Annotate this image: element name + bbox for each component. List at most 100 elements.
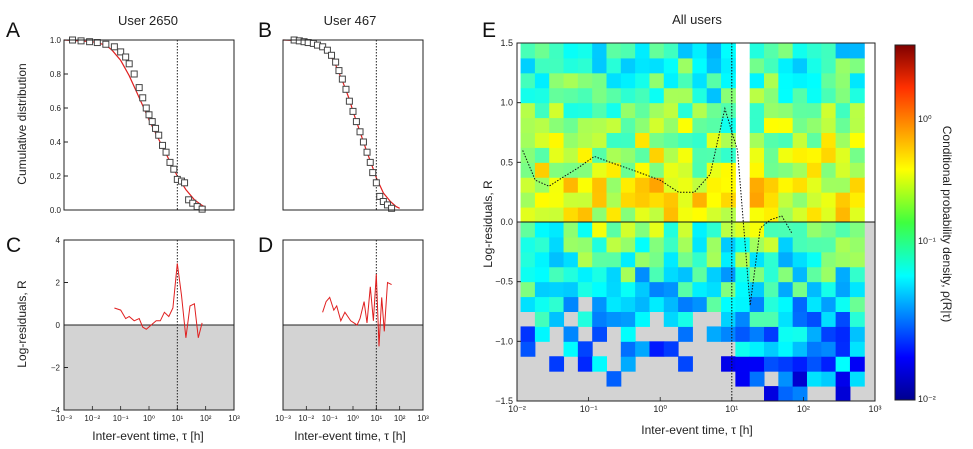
data-point-b [356,128,364,136]
y-tick-label-e: 1.5 [500,38,513,48]
heatmap-cell [663,72,679,89]
heatmap-cell [577,177,593,193]
y-tick-label-a: 0.2 [50,172,62,181]
heatmap-cell [606,251,622,268]
heatmap-cell [792,192,808,208]
heatmap-cell [678,207,693,223]
heatmap-cell [721,266,736,283]
heatmap-cell [563,117,579,133]
heatmap-cell [764,43,779,59]
heatmap-cell [649,281,665,298]
heatmap-cell [663,43,679,59]
heatmap-cell [534,147,550,163]
heatmap-cell [577,192,593,208]
data-point-b [376,192,384,200]
y-tick-label-c: 0 [56,321,61,330]
heatmap-cell [849,371,865,387]
heatmap-cell [649,296,665,312]
heatmap-cell [835,222,851,238]
heatmap-cell [806,192,822,208]
heatmap-cell [806,311,822,327]
heatmap-cell [534,296,550,312]
heatmap-cell [649,177,665,193]
x-tick-label-d: 10⁻³ [275,414,291,423]
heatmap-cell [778,296,794,312]
heatmap-cell [806,266,822,283]
heatmap-cell [792,296,808,312]
heatmap-cell [620,162,636,178]
heatmap-cell [678,72,693,89]
heatmap-cell [692,72,708,89]
heatmap-cell [835,132,851,148]
heatmap-cell [692,102,708,119]
heatmap-cell [749,147,765,163]
heatmap-cell [721,192,736,208]
heatmap-cell [678,162,693,178]
heatmap-cell [635,311,650,327]
heatmap-cell [792,281,808,298]
heatmap-cell [678,281,693,298]
heatmap-cell [806,87,822,104]
heatmap-cell [606,371,622,387]
heatmap-cell [563,222,579,238]
heatmap-cell [663,132,679,148]
heatmap-cell [778,177,794,193]
heatmap-cell [534,236,550,253]
data-point-b [323,46,331,54]
heatmap-cell [849,236,865,253]
heatmap-cell [821,371,837,387]
data-point-a [142,104,150,112]
heatmap-cell [520,192,536,208]
heatmap-cell [534,117,550,133]
residual-line-d [322,273,392,347]
heatmap-cell [678,236,693,253]
heatmap-cell [821,72,837,89]
heatmap-cell [678,57,693,74]
title-e: All users [672,12,722,27]
heatmap-cell [735,311,751,327]
heatmap-cell [849,266,865,283]
title-b: User 467 [324,13,377,28]
heatmap-cell [549,87,565,104]
heatmap-cell [606,72,622,89]
data-point-b [366,158,374,166]
y-tick-label-c: 4 [56,236,61,245]
y-tick-label-a: 0.4 [50,138,62,147]
heatmap-cell [549,356,565,372]
heatmap-cell [764,236,779,253]
heatmap-cell [778,162,794,178]
heatmap-cell [749,102,765,119]
heatmap-cell [778,281,794,298]
heatmap-cell [806,207,822,223]
heatmap-cell [706,222,722,238]
heatmap-cell [520,251,536,268]
heatmap-cell [577,222,593,238]
heatmap-cell [606,296,622,312]
heatmap-cell [849,43,865,59]
heatmap-cell [692,266,708,283]
heatmap-cell [520,281,536,298]
y-tick-label-e: 0.0 [500,217,513,227]
heatmap-cell [620,87,636,104]
heatmap-cell [706,132,722,148]
heatmap-cell [692,43,708,59]
heatmap-cell [835,236,851,253]
heatmap-cell [549,266,565,283]
heatmap-cell [835,162,851,178]
heatmap-cell [663,57,679,74]
heatmap-cell [534,132,550,148]
heatmap-cell [577,207,593,223]
heatmap-cell [606,177,622,193]
heatmap-cell [635,87,650,104]
heatmap-cell [792,251,808,268]
heatmap-cell [821,192,837,208]
heatmap-cell [649,266,665,283]
heatmap-cell [721,43,736,59]
heatmap-cell [835,281,851,298]
median-curve-e [522,106,793,306]
heatmap-cell [635,132,650,148]
heatmap-cell [549,72,565,89]
heatmap-cell [663,87,679,104]
heatmap-cell [778,147,794,163]
data-point-a [170,165,178,173]
